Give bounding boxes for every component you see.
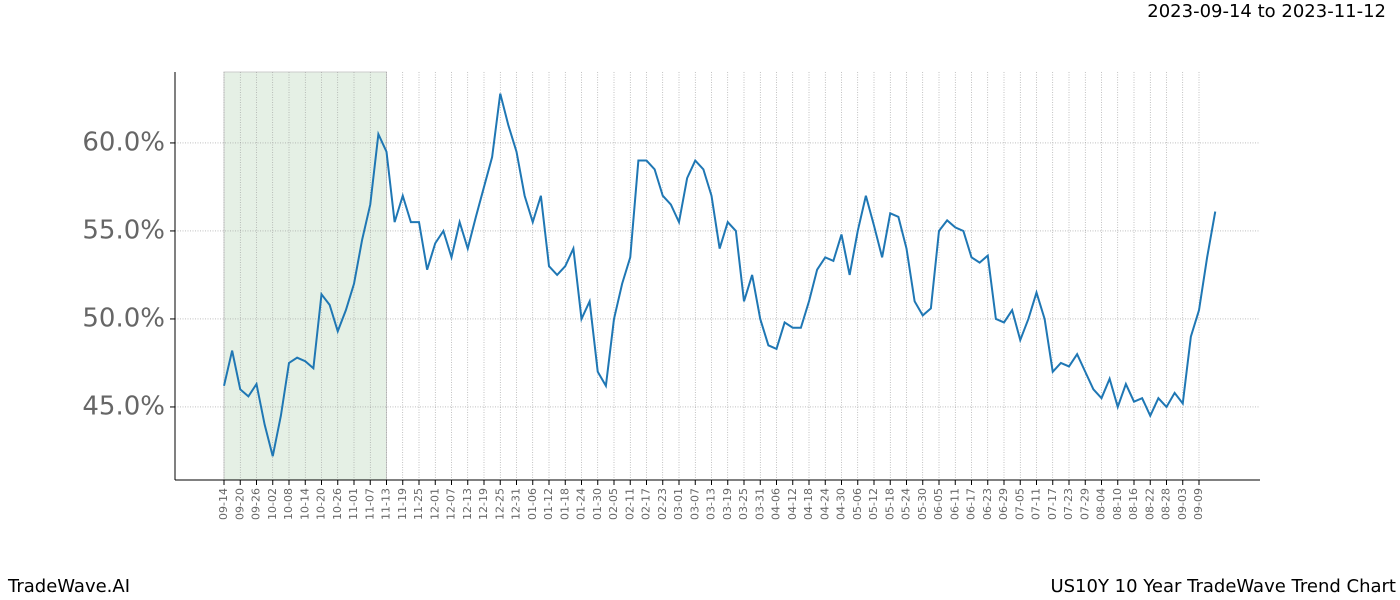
x-tick-label: 03-31: [753, 488, 766, 520]
data-line: [223, 93, 1217, 457]
x-tick-label: 11-07: [363, 488, 376, 520]
x-tick-label: 01-12: [542, 488, 555, 520]
x-tick-label: 02-11: [623, 488, 636, 520]
x-tick-label: 09-26: [250, 488, 263, 520]
x-tick-label: 05-12: [867, 488, 880, 520]
x-tick-label: 01-06: [526, 488, 539, 520]
y-tick-label: 45.0%: [82, 391, 165, 421]
x-tick-label: 12-31: [510, 488, 523, 520]
y-tick-label: 55.0%: [82, 215, 165, 245]
x-tick-label: 08-22: [1143, 488, 1156, 520]
x-tick-label: 04-12: [786, 488, 799, 520]
x-tick-label: 12-01: [428, 488, 441, 520]
x-tick-label: 11-19: [396, 488, 409, 520]
x-tick-label: 06-29: [997, 488, 1010, 520]
y-tick-label: 60.0%: [82, 127, 165, 157]
y-tick-label: 50.0%: [82, 303, 165, 333]
x-tick-label: 12-07: [445, 488, 458, 520]
chart-title: 2023-09-14 to 2023-11-12: [1147, 1, 1386, 22]
x-tick-label: 03-25: [737, 488, 750, 520]
x-tick-label: 02-05: [607, 488, 620, 520]
x-tick-label: 04-18: [802, 488, 815, 520]
x-tick-label: 08-28: [1160, 488, 1173, 520]
x-tick-label: 07-29: [1078, 488, 1091, 520]
x-tick-label: 08-04: [1095, 488, 1108, 520]
x-tick-label: 02-17: [640, 488, 653, 520]
x-tick-label: 03-01: [672, 488, 685, 520]
x-tick-label: 02-23: [656, 488, 669, 520]
x-tick-label: 07-05: [1013, 488, 1026, 520]
x-tick-label: 10-26: [331, 488, 344, 520]
footer-right: US10Y 10 Year TradeWave Trend Chart: [1050, 576, 1396, 597]
x-tick-label: 10-02: [266, 488, 279, 520]
x-tick-label: 08-10: [1111, 488, 1124, 520]
x-tick-label: 06-23: [981, 488, 994, 520]
x-tick-label: 05-24: [900, 488, 913, 520]
x-tick-label: 05-18: [883, 488, 896, 520]
x-tick-label: 09-14: [217, 488, 230, 520]
x-tick-label: 11-01: [347, 488, 360, 520]
x-tick-label: 06-11: [948, 488, 961, 520]
x-tick-label: 10-20: [315, 488, 328, 520]
x-tick-label: 09-09: [1192, 488, 1205, 520]
x-tick-label: 03-07: [688, 488, 701, 520]
x-tick-label: 11-25: [412, 488, 425, 520]
x-tick-label: 11-13: [380, 488, 393, 520]
x-tick-label: 06-05: [932, 488, 945, 520]
highlight-region: [223, 71, 387, 481]
x-tick-label: 04-06: [770, 488, 783, 520]
x-tick-label: 01-30: [591, 488, 604, 520]
x-tick-label: 05-30: [916, 488, 929, 520]
x-tick-label: 04-24: [818, 488, 831, 520]
x-tick-label: 03-19: [721, 488, 734, 520]
x-tick-label: 07-23: [1062, 488, 1075, 520]
x-tick-label: 12-19: [477, 488, 490, 520]
x-tick-label: 12-13: [461, 488, 474, 520]
x-tick-label: 06-17: [965, 488, 978, 520]
x-tick-label: 01-18: [558, 488, 571, 520]
footer-left: TradeWave.AI: [7, 576, 130, 597]
x-tick-label: 03-13: [705, 488, 718, 520]
x-tick-label: 07-11: [1030, 488, 1043, 520]
x-tick-label: 01-24: [575, 488, 588, 520]
x-tick-label: 09-20: [233, 488, 246, 520]
x-tick-label: 10-08: [282, 488, 295, 520]
x-tick-label: 09-03: [1176, 488, 1189, 520]
x-tick-label: 10-14: [298, 488, 311, 520]
x-tick-label: 08-16: [1127, 488, 1140, 520]
x-tick-label: 04-30: [835, 488, 848, 520]
x-tick-label: 05-06: [851, 488, 864, 520]
x-tick-label: 12-25: [493, 488, 506, 520]
x-tick-label: 07-17: [1046, 488, 1059, 520]
